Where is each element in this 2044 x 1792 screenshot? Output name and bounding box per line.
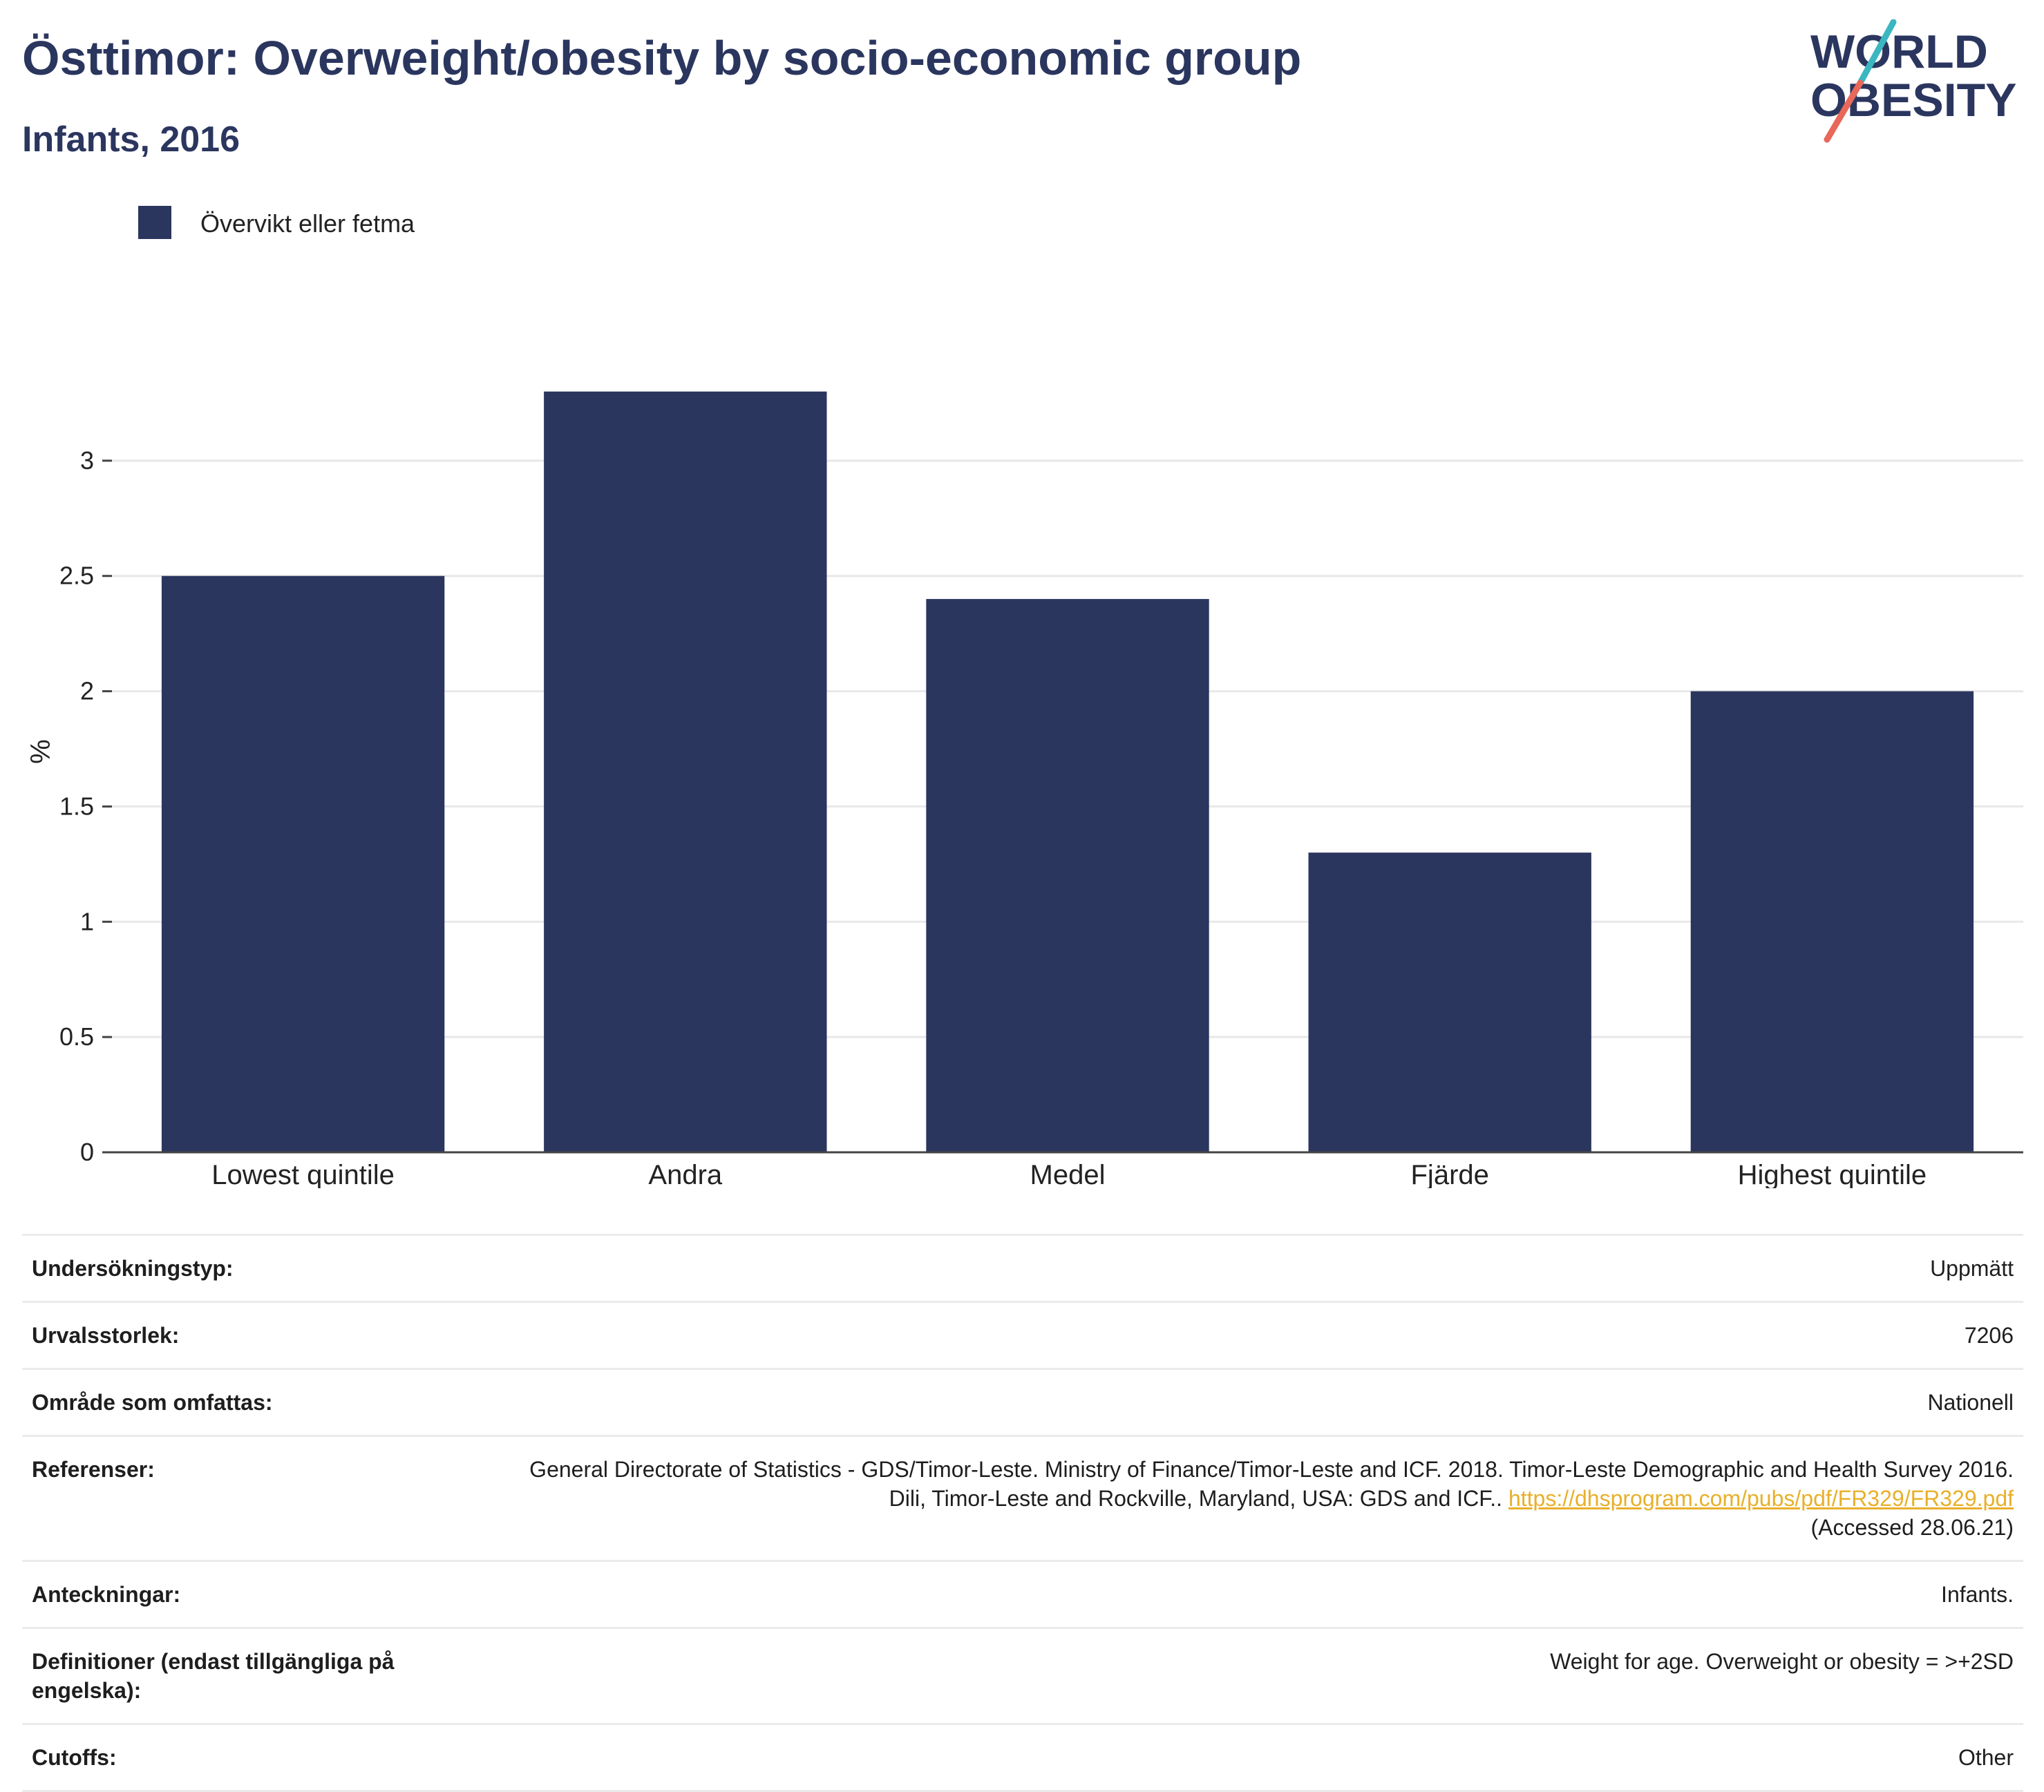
- logo-slash-bottom: [1824, 79, 1864, 143]
- y-axis-title: %: [26, 739, 56, 764]
- x-category-label: Andra: [648, 1160, 722, 1188]
- y-axis-ticks: 0 0.5 1 1.5 2 2.5 3: [59, 446, 112, 1166]
- meta-value: Other: [484, 1723, 2023, 1792]
- logo-line2: OBESITY: [1810, 74, 2017, 126]
- reference-text: General Directorate of Statistics - GDS/…: [529, 1457, 2014, 1511]
- y-tick-label: 0: [80, 1138, 94, 1166]
- page-subtitle: Infants, 2016: [22, 120, 240, 160]
- y-tick-label: 1.5: [59, 792, 94, 820]
- x-category-label: Fjärde: [1411, 1160, 1489, 1188]
- meta-value: Nationell: [484, 1368, 2023, 1436]
- meta-value: General Directorate of Statistics - GDS/…: [484, 1435, 2023, 1561]
- bar-1: [161, 575, 445, 1152]
- meta-row-sample-size: Urvalsstorlek: 7206: [22, 1301, 2023, 1369]
- meta-row-references: Referenser: General Directorate of Stati…: [22, 1435, 2023, 1561]
- meta-row-coverage: Område som omfattas: Nationell: [22, 1368, 2023, 1436]
- meta-value: Weight for age. Overweight or obesity = …: [484, 1627, 2023, 1724]
- meta-value: 7206: [484, 1301, 2023, 1369]
- legend: Övervikt eller fetma: [138, 206, 415, 239]
- meta-label: Område som omfattas:: [22, 1368, 484, 1436]
- y-tick-label: 2.5: [59, 562, 94, 590]
- x-category-label: Medel: [1030, 1160, 1106, 1188]
- world-obesity-logo: WORLD OBESITY: [1810, 19, 2017, 143]
- bar-5: [1690, 691, 1974, 1152]
- legend-label: Övervikt eller fetma: [200, 209, 415, 238]
- meta-row-notes: Anteckningar: Infants.: [22, 1560, 2023, 1628]
- bar-3: [926, 599, 1209, 1152]
- survey-metadata-table: Undersökningstyp: Uppmätt Urvalsstorlek:…: [22, 1234, 2023, 1792]
- bar-2: [544, 391, 827, 1152]
- meta-value: Infants.: [484, 1560, 2023, 1628]
- meta-row-survey-type: Undersökningstyp: Uppmätt: [22, 1234, 2023, 1302]
- y-tick-label: 2: [80, 677, 94, 705]
- y-tick-label: 0.5: [59, 1022, 94, 1051]
- meta-label: Anteckningar:: [22, 1560, 484, 1628]
- meta-label: Definitioner (endast tillgängliga på eng…: [22, 1627, 484, 1724]
- bars: [161, 391, 1974, 1152]
- page-title: Östtimor: Overweight/obesity by socio-ec…: [22, 31, 1302, 85]
- y-tick-label: 3: [80, 446, 94, 475]
- legend-swatch: [138, 206, 171, 239]
- logo-slash-top: [1857, 19, 1897, 86]
- meta-label: Undersökningstyp:: [22, 1234, 484, 1302]
- meta-row-definitions: Definitioner (endast tillgängliga på eng…: [22, 1627, 2023, 1724]
- y-tick-label: 1: [80, 907, 94, 935]
- meta-value: Uppmätt: [484, 1234, 2023, 1302]
- meta-label: Urvalsstorlek:: [22, 1301, 484, 1369]
- meta-label: Cutoffs:: [22, 1723, 484, 1792]
- bar-chart: Övervikt eller fetma 0 0.5 1 1.5 2 2.5 3 Lowes…: [26, 206, 2023, 1188]
- meta-label: Referenser:: [22, 1435, 484, 1561]
- bar-4: [1308, 852, 1591, 1152]
- x-axis-labels: Lowest quintile Andra Medel Fjärde Highest q…: [211, 1160, 1927, 1188]
- reference-accessed: (Accessed 28.06.21): [1810, 1515, 2014, 1540]
- reference-link[interactable]: https://dhsprogram.com/pubs/pdf/FR329/FR…: [1508, 1486, 2014, 1511]
- x-category-label: Highest quintile: [1738, 1160, 1927, 1188]
- x-category-label: Lowest quintile: [211, 1160, 395, 1188]
- meta-row-cutoffs: Cutoffs: Other: [22, 1723, 2023, 1792]
- logo-line1: WORLD: [1810, 26, 1988, 78]
